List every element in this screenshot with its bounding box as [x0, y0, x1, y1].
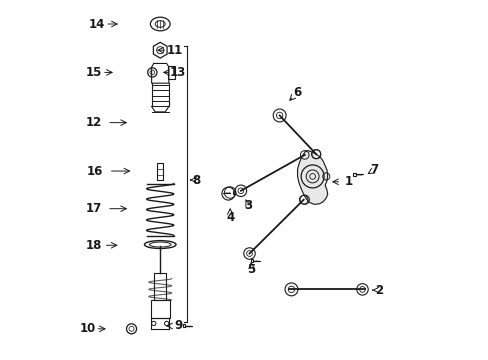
Bar [250, 259, 253, 262]
Text: 10: 10 [79, 322, 95, 335]
Text: 15: 15 [85, 66, 102, 79]
Text: 11: 11 [166, 44, 183, 57]
Bar [151, 300, 169, 318]
Polygon shape [297, 150, 327, 204]
Text: 12: 12 [85, 116, 102, 129]
Text: 18: 18 [85, 239, 102, 252]
Bar [157, 163, 163, 180]
Text: 14: 14 [88, 18, 104, 31]
Text: 4: 4 [225, 211, 234, 224]
Text: 9: 9 [174, 319, 182, 332]
Text: 13: 13 [170, 66, 186, 79]
Bar [168, 66, 174, 79]
Text: 1: 1 [344, 175, 352, 188]
Bar [183, 324, 185, 328]
Text: 17: 17 [85, 202, 102, 215]
Text: 2: 2 [374, 284, 382, 297]
Text: 6: 6 [293, 86, 301, 99]
Text: 8: 8 [192, 174, 200, 186]
Bar [232, 191, 235, 194]
Bar [352, 173, 355, 176]
Text: 5: 5 [247, 263, 255, 276]
Text: 16: 16 [86, 165, 102, 177]
Text: 3: 3 [244, 199, 252, 212]
Bar [154, 273, 165, 300]
Text: 7: 7 [369, 163, 378, 176]
